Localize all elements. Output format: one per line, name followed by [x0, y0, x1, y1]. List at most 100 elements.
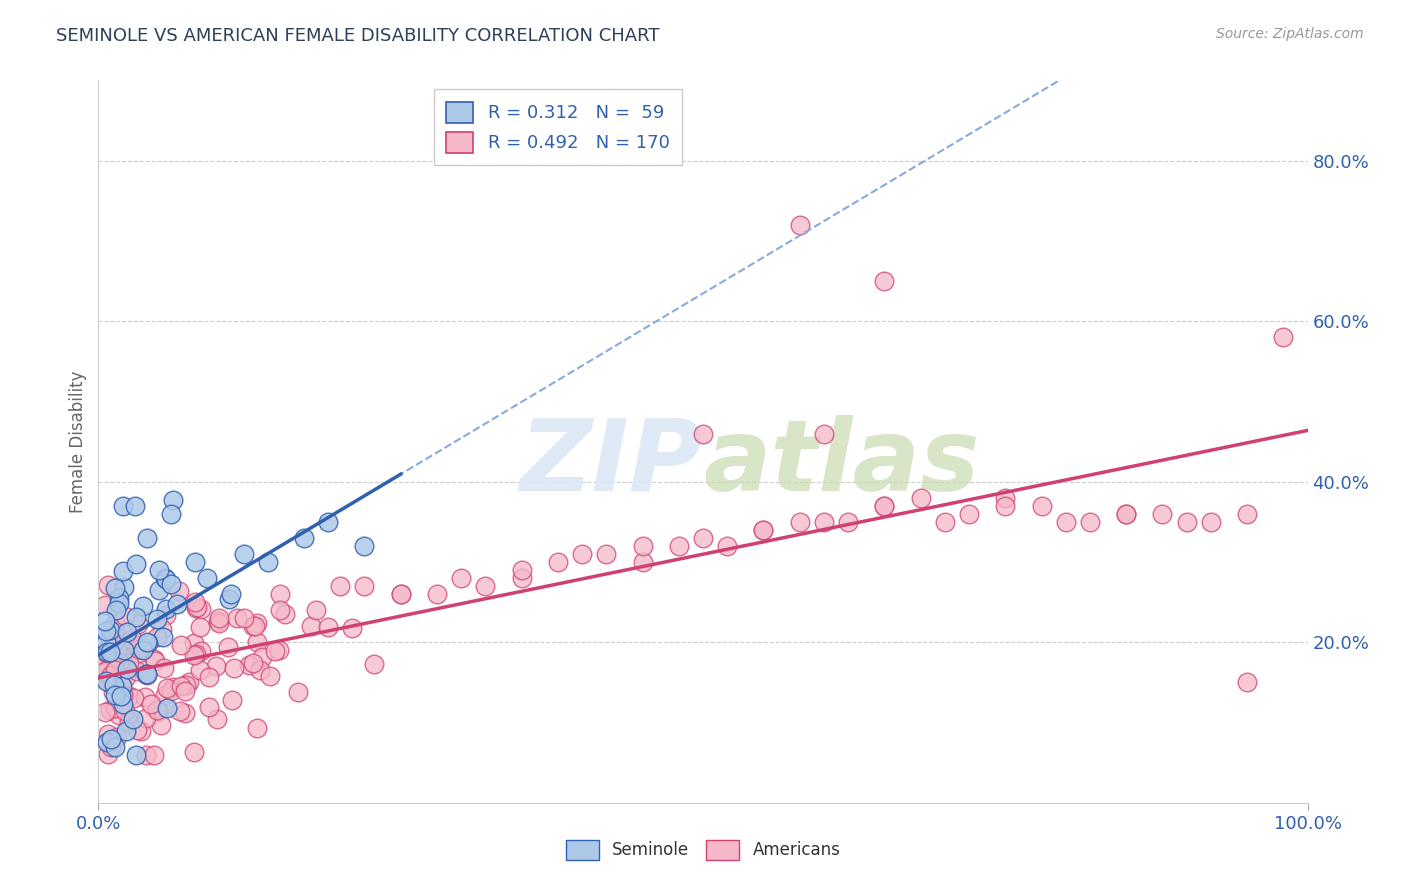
- Point: [1236, 507, 1258, 521]
- Point: [910, 491, 932, 505]
- Point: [105, 603, 128, 617]
- Point: [162, 492, 184, 507]
- Point: [316, 619, 339, 633]
- Point: [132, 643, 155, 657]
- Point: [101, 673, 124, 687]
- Point: [188, 663, 211, 677]
- Point: [170, 639, 193, 653]
- Point: [94, 664, 117, 678]
- Point: [97, 674, 120, 689]
- Point: [146, 703, 169, 717]
- Point: [190, 644, 212, 658]
- Point: [132, 640, 155, 655]
- Point: [135, 531, 157, 545]
- Point: [96, 662, 118, 676]
- Point: [125, 723, 148, 737]
- Point: [111, 679, 134, 693]
- Point: [205, 658, 228, 673]
- Point: [232, 611, 254, 625]
- Point: [186, 600, 208, 615]
- Point: [115, 723, 138, 738]
- Point: [238, 658, 260, 673]
- Point: [547, 555, 569, 569]
- Legend: Seminole, Americans: Seminole, Americans: [558, 833, 848, 867]
- Point: [108, 707, 131, 722]
- Point: [292, 531, 315, 545]
- Point: [595, 547, 617, 561]
- Point: [136, 636, 159, 650]
- Point: [94, 705, 117, 719]
- Point: [150, 623, 173, 637]
- Point: [269, 643, 291, 657]
- Point: [127, 617, 149, 632]
- Point: [112, 689, 135, 703]
- Point: [115, 670, 138, 684]
- Point: [450, 571, 472, 585]
- Point: [631, 539, 654, 553]
- Point: [299, 619, 322, 633]
- Point: [136, 668, 159, 682]
- Point: [474, 579, 496, 593]
- Point: [155, 572, 177, 586]
- Point: [94, 674, 117, 689]
- Point: [104, 616, 127, 631]
- Point: [510, 563, 533, 577]
- Point: [353, 539, 375, 553]
- Point: [125, 557, 148, 571]
- Point: [190, 602, 212, 616]
- Point: [631, 555, 654, 569]
- Point: [789, 218, 811, 232]
- Point: [103, 581, 125, 595]
- Point: [316, 515, 339, 529]
- Point: [125, 610, 148, 624]
- Point: [155, 688, 177, 702]
- Point: [128, 641, 150, 656]
- Point: [155, 608, 177, 623]
- Point: [96, 735, 118, 749]
- Point: [510, 571, 533, 585]
- Point: [166, 597, 188, 611]
- Point: [198, 670, 221, 684]
- Point: [287, 685, 309, 699]
- Point: [97, 578, 120, 592]
- Point: [159, 684, 181, 698]
- Point: [98, 645, 121, 659]
- Point: [873, 274, 896, 288]
- Point: [752, 523, 775, 537]
- Point: [1236, 675, 1258, 690]
- Point: [246, 721, 269, 735]
- Point: [104, 740, 127, 755]
- Point: [125, 747, 148, 762]
- Point: [141, 698, 163, 712]
- Point: [1272, 330, 1295, 344]
- Point: [160, 507, 183, 521]
- Point: [207, 614, 229, 628]
- Point: [242, 656, 264, 670]
- Point: [112, 580, 135, 594]
- Point: [259, 669, 281, 683]
- Point: [162, 680, 184, 694]
- Point: [93, 645, 115, 659]
- Text: ZIP: ZIP: [520, 415, 703, 512]
- Point: [146, 631, 169, 645]
- Point: [174, 706, 197, 720]
- Point: [1115, 507, 1137, 521]
- Point: [363, 657, 385, 671]
- Point: [957, 507, 980, 521]
- Point: [190, 620, 212, 634]
- Point: [177, 674, 200, 689]
- Point: [97, 726, 120, 740]
- Point: [94, 624, 117, 639]
- Point: [153, 571, 176, 585]
- Point: [136, 634, 159, 648]
- Point: [207, 712, 229, 726]
- Point: [1054, 515, 1077, 529]
- Point: [107, 649, 129, 664]
- Point: [111, 688, 134, 702]
- Point: [104, 700, 127, 714]
- Point: [115, 625, 138, 640]
- Y-axis label: Female Disability: Female Disability: [69, 370, 87, 513]
- Point: [305, 603, 328, 617]
- Point: [148, 563, 170, 577]
- Point: [98, 703, 121, 717]
